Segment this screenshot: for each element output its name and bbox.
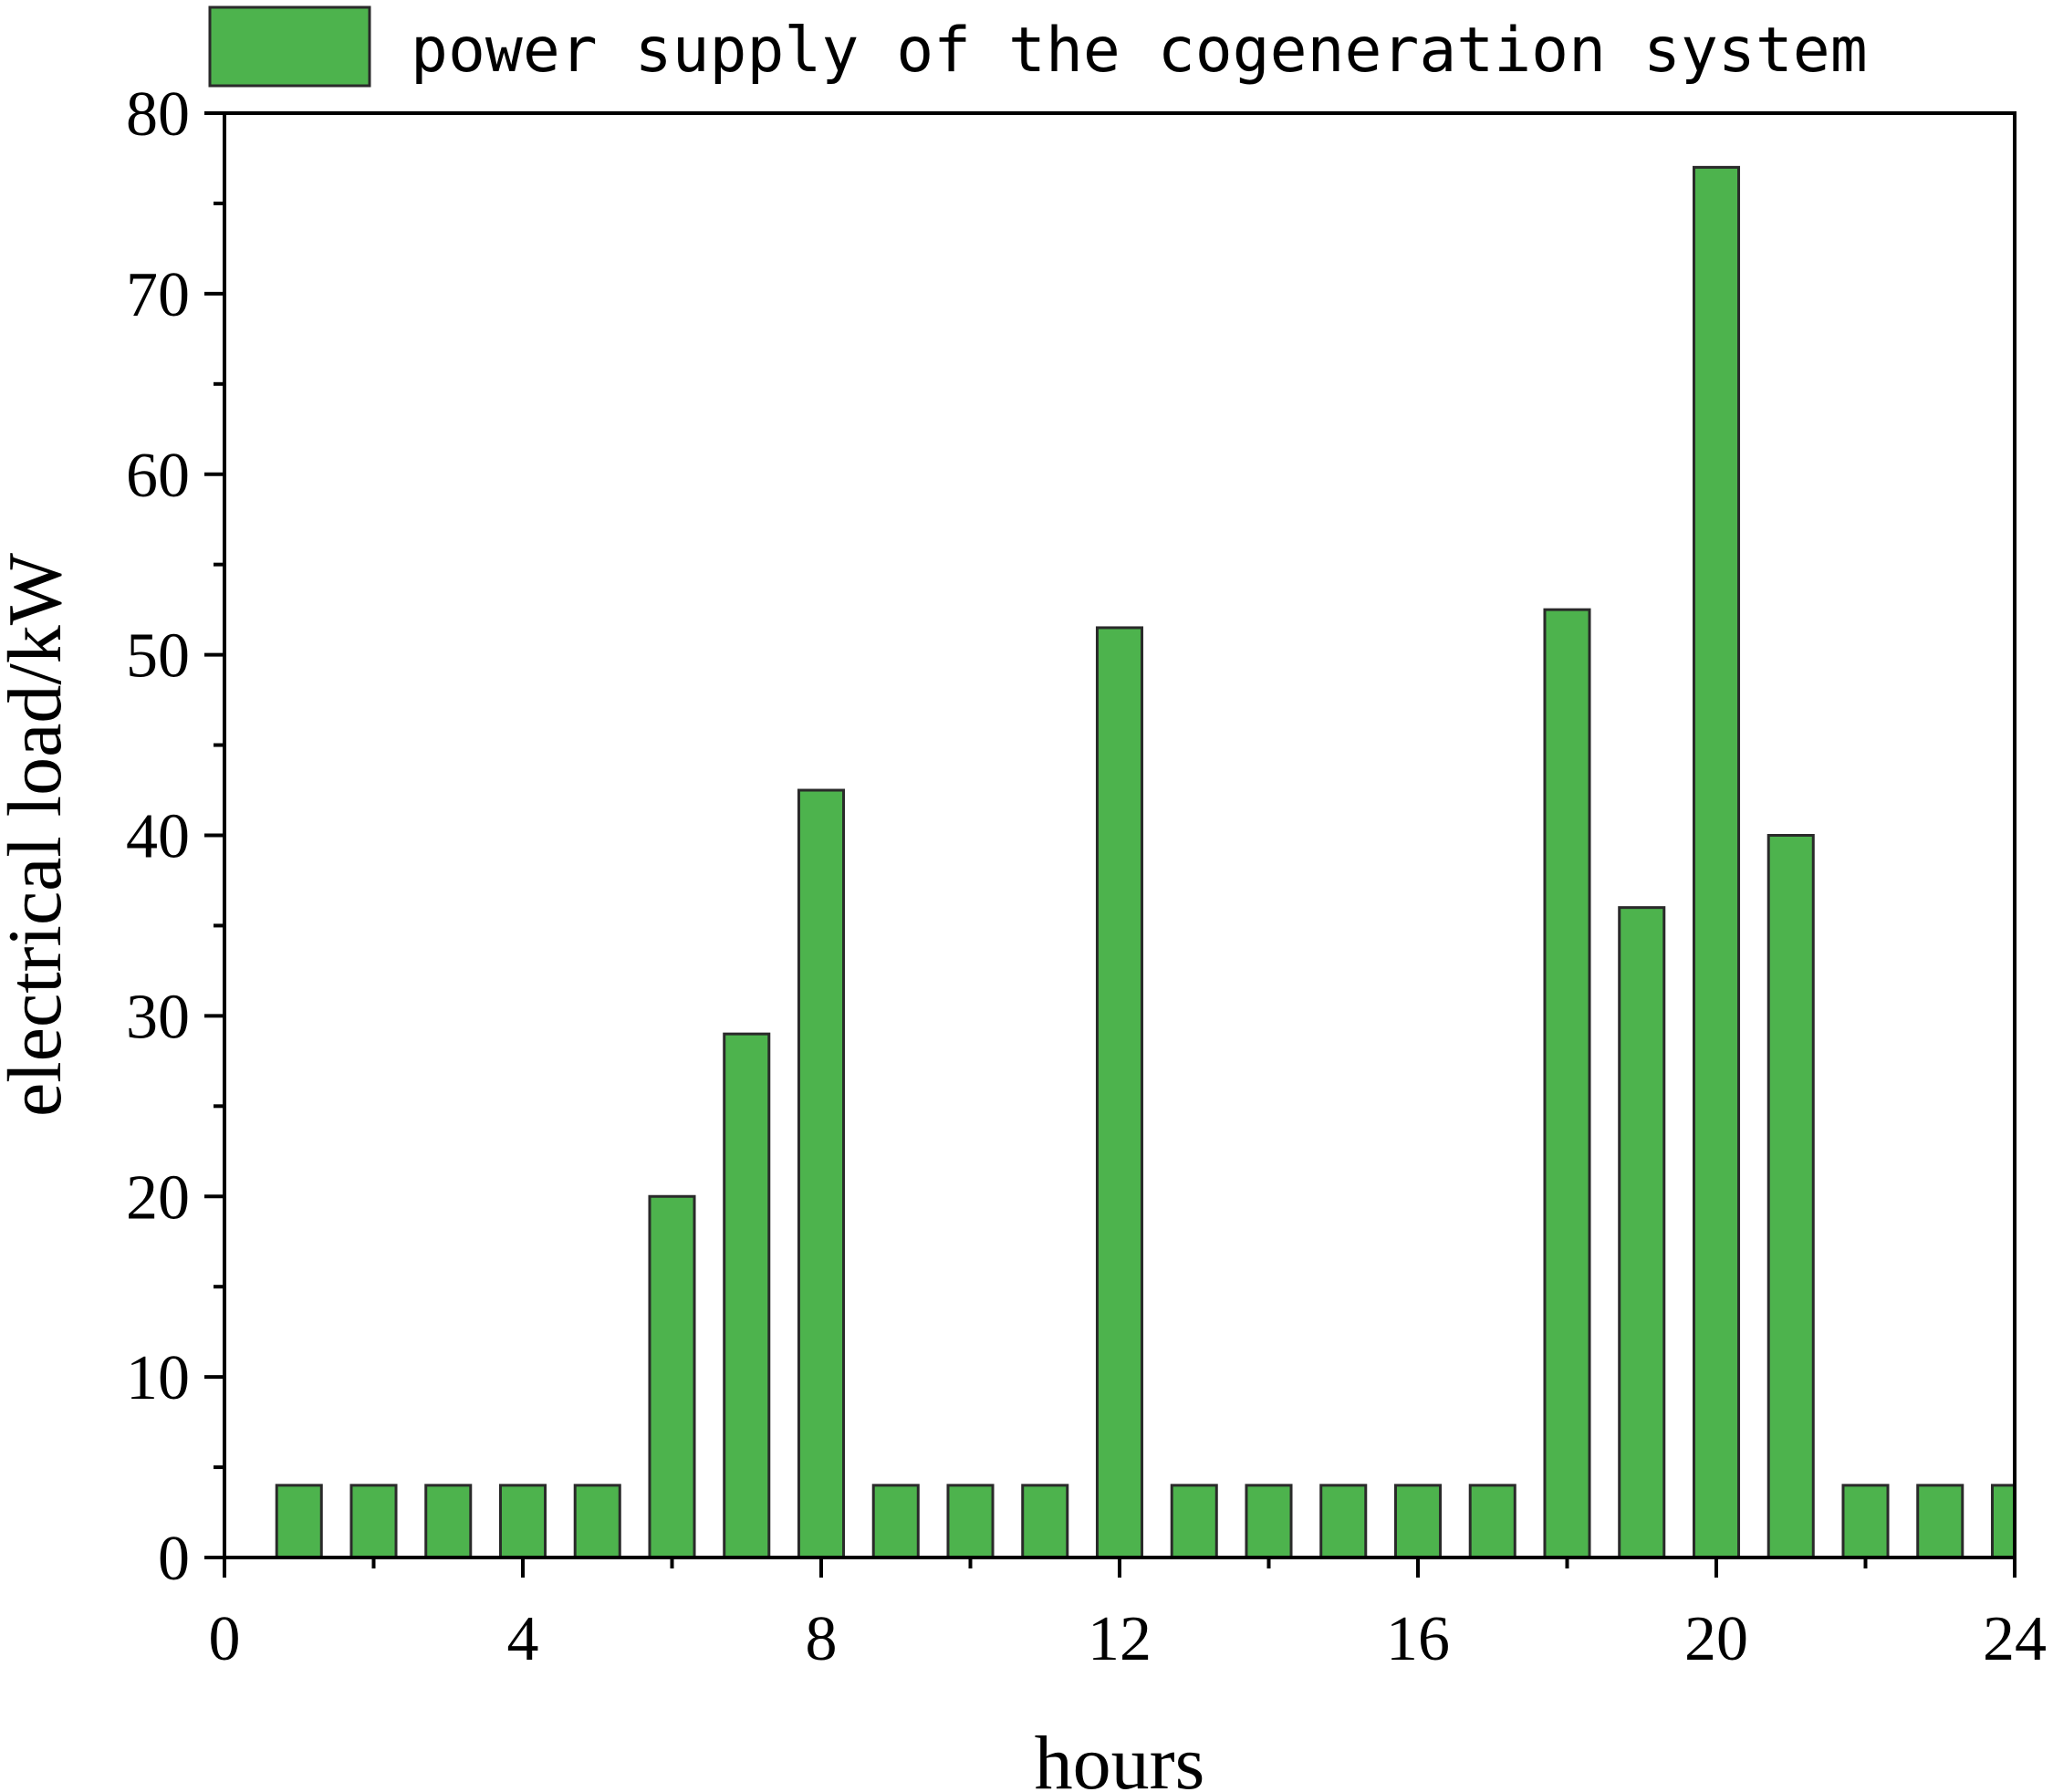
x-tick-label: 24 <box>1983 1604 2047 1674</box>
y-axis-title: electrical load/kW <box>0 552 78 1117</box>
bar-hour-22 <box>1841 1484 1890 1559</box>
bar-hour-3 <box>424 1484 473 1559</box>
bar-hour-9 <box>871 1484 920 1559</box>
x-axis: 0 4 8 12 16 20 24 <box>209 1558 2047 1674</box>
bar-hour-5 <box>573 1484 621 1559</box>
bar-hour-16 <box>1393 1484 1443 1559</box>
y-tick-label: 80 <box>126 79 190 150</box>
y-axis: 0 10 20 30 40 50 60 70 80 <box>126 79 224 1594</box>
bar-hour-4 <box>498 1484 547 1559</box>
bar-hour-1 <box>275 1484 323 1559</box>
bar-hour-20 <box>1692 165 1741 1559</box>
bar-hour-6 <box>648 1194 696 1559</box>
y-tick-label: 10 <box>126 1343 190 1413</box>
bar-hour-14 <box>1245 1484 1293 1559</box>
bar-hour-12 <box>1095 626 1144 1559</box>
bars <box>275 165 2017 1559</box>
bar-hour-2 <box>349 1484 398 1559</box>
y-tick-label: 0 <box>158 1524 190 1594</box>
bar-hour-18 <box>1543 608 1591 1559</box>
x-tick-label: 8 <box>806 1604 838 1674</box>
y-tick-label: 70 <box>126 260 190 330</box>
bar-hour-15 <box>1319 1484 1368 1559</box>
y-tick-label: 30 <box>126 982 190 1052</box>
legend-label-power-supply: power supply of the cogeneration system <box>411 15 1868 87</box>
x-tick-label: 20 <box>1684 1604 1748 1674</box>
bar-hour-10 <box>946 1484 995 1559</box>
x-tick-label: 16 <box>1386 1604 1450 1674</box>
bar-hour-8 <box>797 788 846 1559</box>
bar-hour-24 <box>1990 1484 2017 1559</box>
bar-hour-19 <box>1618 906 1666 1559</box>
y-tick-label: 40 <box>126 802 190 872</box>
x-tick-label: 0 <box>209 1604 241 1674</box>
bar-hour-23 <box>1916 1484 1964 1559</box>
bar-hour-7 <box>723 1032 771 1559</box>
x-tick-label: 12 <box>1088 1604 1152 1674</box>
bar-hour-17 <box>1468 1484 1516 1559</box>
x-axis-title: hours <box>1035 1721 1205 1792</box>
bar-hour-21 <box>1766 834 1815 1559</box>
y-tick-label: 60 <box>126 441 190 511</box>
legend: power supply of the cogeneration system <box>208 5 1868 88</box>
y-tick-label: 50 <box>126 621 190 692</box>
x-tick-label: 4 <box>507 1604 539 1674</box>
bar-hour-13 <box>1170 1484 1218 1559</box>
legend-swatch <box>208 5 371 88</box>
bar-hour-11 <box>1021 1484 1069 1559</box>
y-tick-label: 20 <box>126 1162 190 1233</box>
